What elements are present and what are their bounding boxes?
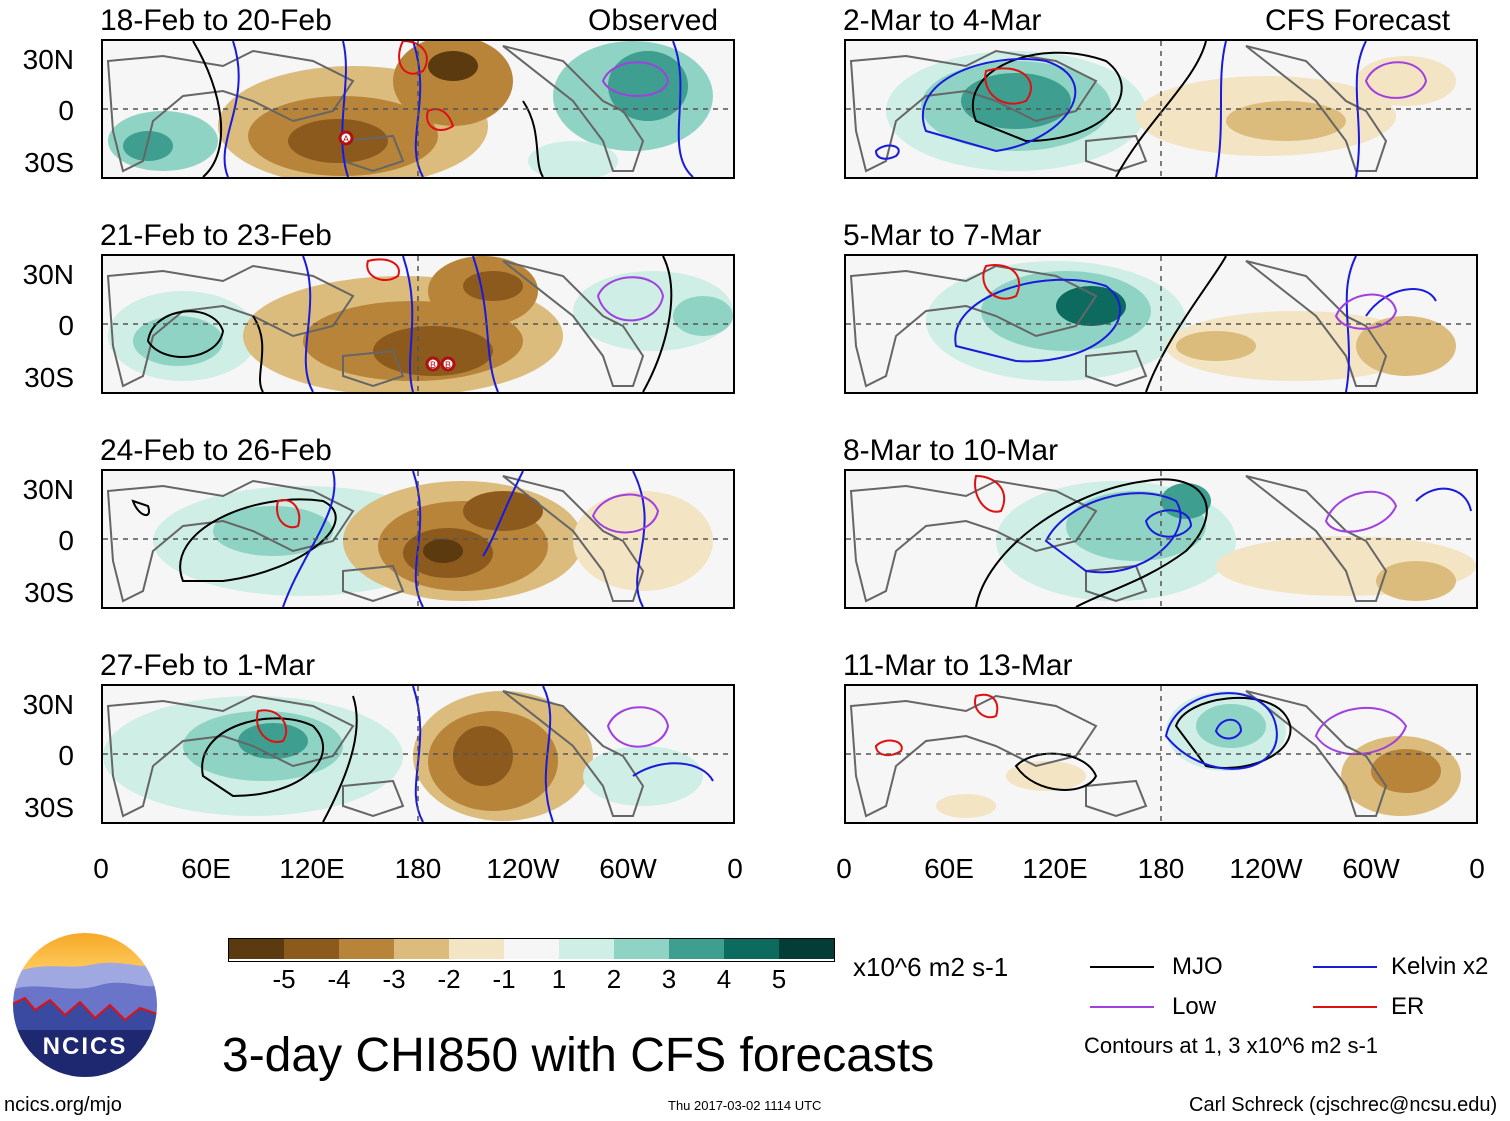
lat-label-eq: 0 bbox=[58, 525, 74, 556]
lat-label-30s: 30S bbox=[24, 147, 74, 178]
logo-text: NCICS bbox=[42, 1033, 128, 1060]
lat-label-eq: 0 bbox=[58, 95, 74, 126]
lon-label-left: 0 bbox=[93, 853, 109, 884]
tropical-cyclone-icon: A bbox=[338, 130, 354, 146]
panel-title-right-4: 11-Mar to 13-Mar bbox=[843, 649, 1073, 682]
colorbar-label: 3 bbox=[661, 964, 677, 994]
panel-title-right-1: 2-Mar to 4-Mar bbox=[843, 4, 1042, 37]
lon-label-right: 180 bbox=[1137, 853, 1185, 884]
colorbar-label: -1 bbox=[492, 964, 516, 994]
colorbar-label: -2 bbox=[437, 964, 461, 994]
footer-timestamp: Thu 2017-03-02 1114 UTC bbox=[668, 1098, 822, 1113]
storm-marker-a: A bbox=[343, 134, 349, 144]
panel-title-left-4: 27-Feb to 1-Mar bbox=[100, 649, 316, 682]
lon-label-left: 0 bbox=[727, 853, 743, 884]
lat-label-30n: 30N bbox=[22, 259, 74, 290]
storm-marker-b: B bbox=[430, 360, 436, 370]
colorbar-label: -3 bbox=[382, 964, 406, 994]
colorbar-label: 4 bbox=[716, 964, 732, 994]
colorbar-label: 1 bbox=[551, 964, 567, 994]
colorbar bbox=[228, 938, 835, 962]
lat-label-eq: 0 bbox=[58, 740, 74, 771]
panel-title-right-3: 8-Mar to 10-Mar bbox=[843, 434, 1059, 467]
colorbar-swatch bbox=[669, 939, 724, 959]
panel-title-left-1: 18-Feb to 20-Feb bbox=[100, 4, 332, 37]
legend-line-er bbox=[1313, 1006, 1377, 1008]
lat-label-30s: 30S bbox=[24, 577, 74, 608]
colorbar-swatch bbox=[504, 939, 559, 959]
colorbar-swatch bbox=[229, 939, 284, 959]
legend-line-mjo bbox=[1090, 966, 1154, 968]
colorbar-label: -4 bbox=[327, 964, 351, 994]
colorbar-label: 2 bbox=[606, 964, 622, 994]
colorbar-swatch bbox=[779, 939, 834, 959]
panel-tag-observed: Observed bbox=[588, 4, 719, 37]
map-panel-right-1 bbox=[844, 39, 1478, 179]
legend-label-low: Low bbox=[1172, 993, 1217, 1020]
map-panel-right-2 bbox=[844, 254, 1478, 394]
map-panel-left-4 bbox=[101, 684, 735, 824]
colorbar-swatch bbox=[394, 939, 449, 959]
colorbar-swatch bbox=[339, 939, 394, 959]
colorbar-swatch bbox=[559, 939, 614, 959]
panel-title-right-2: 5-Mar to 7-Mar bbox=[843, 219, 1042, 252]
lon-label-right: 120W bbox=[1229, 853, 1303, 884]
ncics-logo: NCICS bbox=[10, 930, 160, 1080]
colorbar-label: 5 bbox=[771, 964, 787, 994]
lat-label-30n: 30N bbox=[22, 689, 74, 720]
tropical-cyclone-icon: B bbox=[425, 356, 441, 372]
map-panel-right-3 bbox=[844, 469, 1478, 609]
colorbar-swatch bbox=[449, 939, 504, 959]
colorbar-label: -5 bbox=[272, 964, 296, 994]
map-panel-left-2: B B bbox=[101, 254, 735, 394]
lat-label-30n: 30N bbox=[22, 44, 74, 75]
lon-label-right: 0 bbox=[1469, 853, 1485, 884]
panel-title-left-3: 24-Feb to 26-Feb bbox=[100, 434, 332, 467]
lon-label-right: 120E bbox=[1022, 853, 1088, 884]
colorbar-swatch bbox=[614, 939, 669, 959]
panel-title-left-2: 21-Feb to 23-Feb bbox=[100, 219, 332, 252]
legend-label-er: ER bbox=[1391, 993, 1425, 1020]
lat-label-30n: 30N bbox=[22, 474, 74, 505]
legend-label-kelvin: Kelvin x2 bbox=[1391, 953, 1489, 980]
lon-label-left: 180 bbox=[394, 853, 442, 884]
lon-label-right: 0 bbox=[836, 853, 852, 884]
lat-label-30s: 30S bbox=[24, 362, 74, 393]
storm-marker-b: B bbox=[445, 360, 451, 370]
colorbar-swatch bbox=[724, 939, 779, 959]
legend-contours-note: Contours at 1, 3 x10^6 m2 s-1 bbox=[1084, 1033, 1379, 1058]
lon-label-left: 120W bbox=[486, 853, 560, 884]
tropical-cyclone-icon: B bbox=[440, 356, 456, 372]
legend-line-kelvin bbox=[1313, 966, 1377, 968]
lon-label-right: 60W bbox=[1342, 853, 1400, 884]
lon-label-right: 60E bbox=[924, 853, 974, 884]
colorbar-units: x10^6 m2 s-1 bbox=[853, 952, 1009, 982]
map-panel-left-3 bbox=[101, 469, 735, 609]
main-title: 3-day CHI850 with CFS forecasts bbox=[222, 1029, 935, 1082]
legend-label-mjo: MJO bbox=[1172, 953, 1223, 980]
lon-label-left: 60W bbox=[599, 853, 657, 884]
lat-label-30s: 30S bbox=[24, 792, 74, 823]
lon-label-left: 60E bbox=[181, 853, 231, 884]
map-panel-left-1: A bbox=[101, 39, 735, 179]
lon-label-left: 120E bbox=[279, 853, 345, 884]
legend-line-low bbox=[1090, 1006, 1154, 1008]
colorbar-swatch bbox=[284, 939, 339, 959]
map-panel-right-4 bbox=[844, 684, 1478, 824]
panel-tag-cfs-forecast: CFS Forecast bbox=[1265, 4, 1451, 37]
footer-website: ncics.org/mjo bbox=[4, 1094, 122, 1116]
lat-label-eq: 0 bbox=[58, 310, 74, 341]
footer-author: Carl Schreck (cjschrec@ncsu.edu) bbox=[1189, 1094, 1498, 1116]
